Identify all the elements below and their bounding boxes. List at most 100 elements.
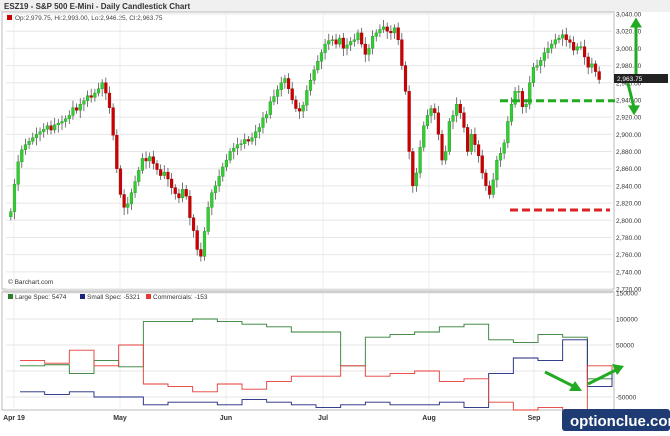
candle-up (590, 63, 594, 68)
candle-up (349, 41, 353, 46)
price-y-tick-label: 2,820.00 (616, 201, 642, 208)
candle-up (23, 144, 28, 150)
candle-up (261, 117, 265, 128)
candle-up (53, 124, 57, 131)
cot-arrow-up-shaft (587, 368, 617, 386)
legend-label: Large Spec: 5474 (15, 294, 67, 301)
candle-down (173, 187, 177, 194)
candle-up (16, 161, 20, 185)
candle-down (334, 39, 338, 45)
candle-down (115, 134, 119, 169)
cot-panel-frame (1, 291, 615, 411)
candle-up (34, 134, 38, 138)
candle-down (290, 88, 294, 101)
candle-down (487, 185, 492, 195)
candle-up (250, 137, 254, 142)
x-tick-label: May (113, 415, 127, 422)
candle-down (363, 43, 367, 55)
cot-y-tick-label: 50000 (616, 343, 634, 350)
candle-up (455, 104, 459, 116)
x-tick-label: Apr 19 (3, 415, 25, 422)
candle-up (56, 122, 60, 126)
candle-up (550, 43, 554, 49)
arrow-up-head (630, 17, 642, 28)
ohlc-label: Op:2,979.75, Hi:2,993.00, Lo:2,946.25, C… (15, 15, 163, 22)
candle-down (191, 217, 196, 231)
candle-down (107, 92, 112, 108)
candle-up (531, 67, 535, 83)
cot-grid (6, 292, 612, 410)
title-bar (0, 0, 670, 12)
candle-down (144, 158, 148, 162)
candle-down (520, 91, 525, 108)
candle-up (180, 189, 185, 199)
cot-y-tick-label: 150000 (616, 291, 638, 298)
candle-down (184, 189, 188, 197)
candle-up (316, 61, 320, 71)
candle-down (195, 230, 199, 250)
candle-down (199, 249, 203, 257)
candle-down (151, 156, 155, 164)
cot-series-line (20, 344, 613, 411)
candle-down (104, 82, 108, 94)
candle-up (224, 159, 229, 168)
candle-up (148, 156, 152, 162)
legend-label: Small Spec: -5321 (87, 294, 140, 301)
price-y-tick-label: 2,800.00 (616, 218, 642, 225)
candle-up (31, 137, 35, 142)
last-price-label: 2,963.75 (617, 76, 643, 83)
candle-down (411, 151, 415, 187)
candle-up (371, 36, 375, 49)
candle-up (20, 149, 24, 163)
candle-up (381, 26, 386, 30)
candle-down (400, 39, 404, 66)
price-y-tick-label: 2,980.00 (616, 63, 642, 70)
legend-label: Commercials: -153 (153, 294, 208, 301)
candle-up (579, 46, 583, 48)
candle-up (279, 82, 283, 90)
x-tick-label: Aug (422, 415, 436, 422)
candle-down (466, 127, 470, 152)
price-y-axis: 2,720.00 2,740.00 2,760.00 2,780.00 2,800.00… (616, 12, 642, 294)
candle-down (159, 169, 163, 176)
candle-up (330, 39, 334, 41)
candle-up (535, 65, 539, 68)
candle-up (239, 143, 243, 145)
x-tick-label: Jul (318, 415, 328, 422)
candle-up (12, 183, 17, 212)
candle-up (64, 118, 68, 122)
candle-up (42, 128, 46, 132)
candle-down (246, 139, 250, 142)
candle-down (433, 108, 437, 114)
cot-arrow-up-head (612, 364, 624, 375)
candle-up (96, 88, 101, 94)
candle-up (210, 192, 214, 208)
candle-up (67, 115, 71, 120)
candle-down (396, 27, 400, 40)
candle-up (323, 43, 327, 53)
price-y-tick-label: 2,920.00 (616, 115, 642, 122)
cot-series-line (20, 318, 613, 380)
candle-up (345, 44, 349, 49)
candle-up (301, 104, 305, 112)
legend-swatch (80, 294, 85, 299)
candle-down (294, 99, 298, 109)
candle-up (85, 95, 90, 101)
candle-up (268, 101, 272, 115)
candle-up (422, 125, 426, 148)
cot-series-line (20, 339, 613, 408)
candle-up (557, 37, 561, 40)
candle-up (539, 60, 543, 66)
ohlc-swatch (7, 15, 12, 20)
candle-up (528, 82, 532, 105)
candle-up (374, 32, 378, 37)
candle-down (473, 134, 477, 145)
candle-up (93, 92, 97, 98)
candle-down (436, 112, 440, 135)
candle-up (447, 121, 451, 152)
candle-down (572, 42, 576, 51)
arrow-down-head (628, 105, 640, 116)
candle-up (213, 185, 218, 193)
candle-down (597, 71, 601, 80)
price-y-tick-label: 2,780.00 (616, 235, 642, 242)
